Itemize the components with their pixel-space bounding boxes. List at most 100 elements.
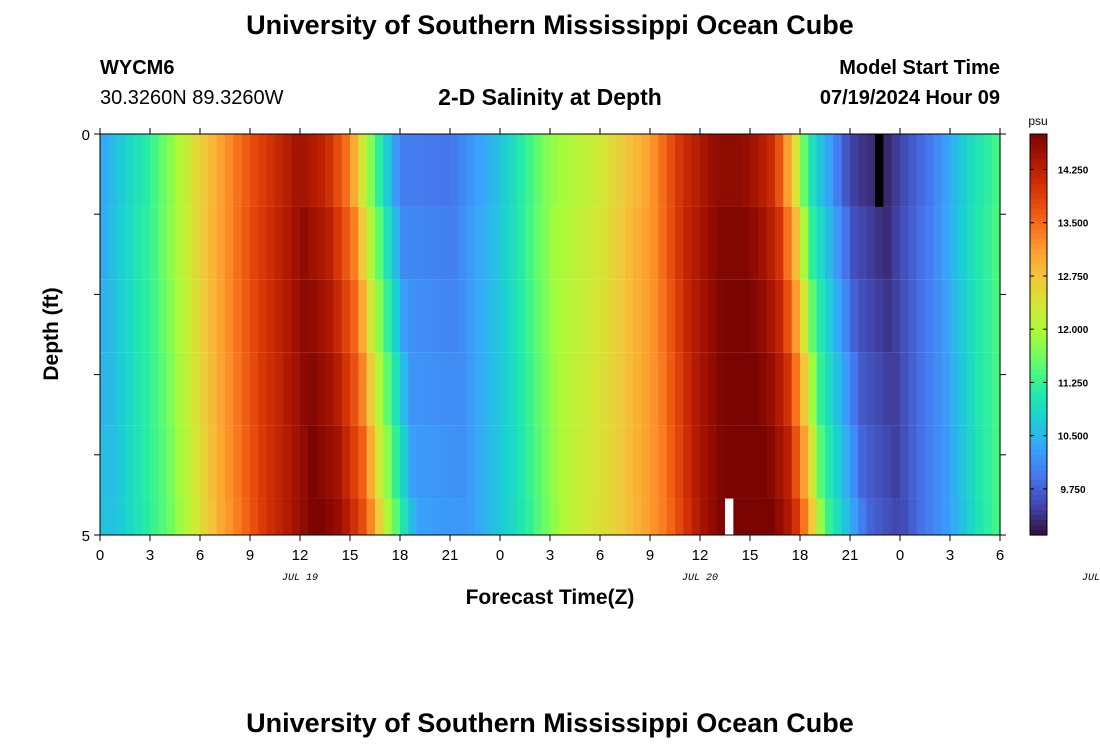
heatmap-cell: [758, 206, 768, 280]
heatmap-cell: [841, 352, 851, 426]
colorbar-segment: [1030, 484, 1047, 491]
heatmap-cell: [950, 279, 959, 353]
heatmap-cell: [258, 134, 268, 207]
heatmap-cell: [558, 498, 568, 535]
heatmap-cell: [991, 352, 1001, 426]
heatmap-cell: [416, 425, 426, 499]
colorbar-segment: [1030, 284, 1047, 290]
heatmap-cell: [800, 134, 809, 207]
heatmap-cell: [800, 279, 809, 353]
heatmap-cell: [883, 425, 893, 499]
x-axis-label: Forecast Time(Z): [466, 586, 635, 609]
colorbar-segment: [1030, 189, 1047, 195]
heatmap-cell: [316, 425, 326, 499]
heatmap-cell: [133, 134, 143, 207]
heatmap-cell: [916, 498, 926, 535]
x-tick-label: 15: [342, 547, 359, 564]
heatmap-cell: [841, 498, 851, 535]
heatmap-cell: [516, 279, 526, 353]
heatmap-cell: [691, 134, 701, 207]
colorbar-segment: [1030, 269, 1047, 275]
heatmap-cell: [541, 498, 551, 535]
heatmap-cell: [991, 498, 1001, 535]
heatmap-cell: [941, 279, 951, 353]
heatmap-cell: [225, 206, 234, 280]
heatmap-cell: [808, 352, 818, 426]
heatmap-cell: [466, 425, 476, 499]
heatmap-cell: [533, 134, 543, 207]
heatmap-cell: [366, 498, 376, 535]
heatmap-cell: [783, 206, 793, 280]
heatmap-cell: [158, 206, 168, 280]
heatmap-cell: [575, 206, 584, 280]
heatmap-cell: [508, 425, 518, 499]
heatmap-cell: [900, 206, 909, 280]
heatmap-cell: [250, 206, 259, 280]
heatmap-cell: [816, 279, 826, 353]
heatmap-cell: [900, 134, 909, 207]
heatmap-cell: [791, 425, 801, 499]
heatmap-cell: [125, 498, 134, 535]
heatmap-cell: [516, 425, 526, 499]
heatmap-cell: [508, 498, 518, 535]
heatmap-cell: [175, 498, 184, 535]
heatmap-cell: [366, 279, 376, 353]
heatmap-cell: [116, 134, 126, 207]
x-tick-label: 12: [292, 547, 309, 564]
heatmap-cell: [141, 206, 151, 280]
colorbar-segment: [1030, 209, 1047, 215]
heatmap-cell: [966, 279, 976, 353]
heatmap-cell: [650, 425, 659, 499]
heatmap-cell: [591, 134, 601, 207]
x-tick-label: 3: [146, 547, 154, 564]
heatmap-cell: [666, 352, 676, 426]
heatmap-cell: [116, 498, 126, 535]
heatmap-cell: [783, 134, 793, 207]
heatmap-cell: [866, 279, 876, 353]
heatmap-cell: [141, 425, 151, 499]
heatmap-cell: [966, 498, 976, 535]
heatmap-cell: [350, 425, 359, 499]
y-tick-label: 0: [82, 127, 90, 144]
x-axis-ticks: 0 3 6 9 12 15 18 21 0 3 6 9 12 15 18 21 0 3 6: [96, 128, 1004, 564]
heatmap-cell: [975, 352, 984, 426]
colorbar-segment: [1030, 384, 1047, 391]
heatmap-cell: [266, 352, 276, 426]
heatmap-cell: [891, 498, 901, 535]
heatmap-cell: [491, 498, 501, 535]
heatmap-cell: [708, 352, 718, 426]
heatmap-cell: [891, 279, 901, 353]
heatmap-cell: [191, 498, 201, 535]
heatmap-cell: [391, 498, 401, 535]
heatmap-cell: [216, 425, 226, 499]
heatmap-cell: [275, 498, 284, 535]
heatmap-cell: [475, 425, 484, 499]
colorbar-segment: [1030, 419, 1047, 426]
heatmap-cell: [233, 425, 243, 499]
heatmap-cell: [108, 352, 118, 426]
heatmap-cell: [608, 425, 618, 499]
heatmap-cell: [683, 279, 693, 353]
heatmap-cell: [525, 498, 534, 535]
colorbar-segment: [1030, 339, 1047, 346]
x-tick-label: 18: [392, 547, 409, 564]
heatmap-cell: [766, 425, 776, 499]
heatmap-cell: [416, 498, 426, 535]
heatmap-cell: [750, 498, 759, 535]
colorbar-segment: [1030, 174, 1047, 180]
colorbar-segment: [1030, 504, 1047, 511]
heatmap-cell: [183, 134, 193, 207]
heatmap-cell: [425, 498, 434, 535]
heatmap-cell: [733, 498, 743, 535]
heatmap-cell: [441, 206, 451, 280]
heatmap-cell: [583, 206, 593, 280]
heatmap-cell: [500, 498, 509, 535]
heatmap-cell: [808, 425, 818, 499]
heatmap-cell: [108, 279, 118, 353]
heatmap-cell: [525, 279, 534, 353]
colorbar-segment: [1030, 289, 1047, 295]
heatmap-cell: [816, 498, 826, 535]
heatmap-cell: [766, 134, 776, 207]
colorbar-unit: psu: [1028, 114, 1047, 128]
heatmap-cell: [958, 352, 968, 426]
